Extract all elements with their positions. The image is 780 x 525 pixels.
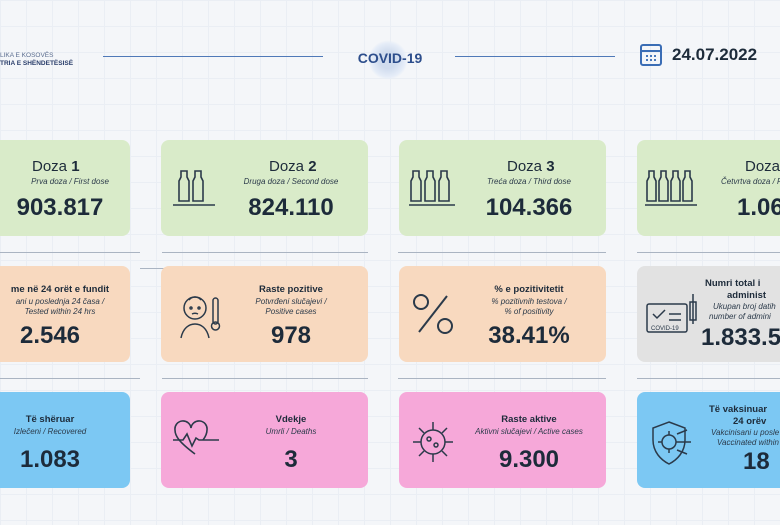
heartbeat-icon (173, 420, 219, 455)
card-subtitle: Umrli / Deaths (265, 427, 317, 436)
card-subtitle: Aktivni slučajevi / Active cases (475, 427, 583, 436)
card-dose-2: Doza 2 Druga doza / Second dose 824.110 (161, 140, 368, 236)
separator (162, 378, 368, 379)
header: LIKA E KOSOVËS TRIA E SHËNDETËSISË COVID… (0, 40, 780, 80)
card-title: Raste pozitive (259, 284, 323, 295)
calendar-icon (640, 44, 662, 66)
title-number: 1 (71, 158, 80, 175)
separator (398, 252, 606, 253)
card-title: Vdekje (275, 414, 307, 425)
title-text: Doza (507, 158, 543, 175)
card-title: Të shëruar (25, 414, 75, 425)
card-title: Doza 2 (269, 158, 317, 175)
title-text: Doza (745, 158, 780, 175)
separator (162, 252, 368, 253)
card-subtitle: Treća doza / Third dose (487, 177, 571, 186)
card-subtitle-1: Potvrđeni slučajevi / (255, 297, 327, 306)
card-value: 903.817 (16, 194, 104, 221)
shield-virus-icon (652, 421, 691, 465)
ministry-logo-text: LIKA E KOSOVËS TRIA E SHËNDETËSISË (0, 52, 73, 68)
card-subtitle: Izlečeni / Recovered (13, 427, 87, 436)
title-number: 2 (308, 158, 317, 175)
card-active-cases: Raste aktive Aktivni slučajevi / Active … (399, 392, 606, 488)
card-title: Të vaksinuar (709, 404, 768, 415)
card-vaccinated-24h: Të vaksinuar 24 orëv Vakcinisani u posle… (637, 392, 780, 488)
vaccination-card-icon: COVID-19 (646, 294, 697, 333)
ministry-line2: TRIA E SHËNDETËSISË (0, 60, 74, 67)
header-divider-left (103, 56, 323, 57)
vaccination-card-label: COVID-19 (651, 326, 679, 332)
card-subtitle-2: Vaccinated within (717, 438, 779, 447)
card-subtitle-2: Positive cases (265, 307, 317, 316)
card-value: 104.366 (485, 194, 573, 221)
card-value: 824.110 (248, 194, 334, 221)
card-subtitle-1: ani u poslednja 24 časa / (15, 297, 105, 306)
covid-virus-icon (368, 40, 408, 80)
card-value: 38.41% (488, 322, 570, 349)
card-deaths: Vdekje Umrli / Deaths 3 (161, 392, 368, 488)
card-value: 978 (270, 322, 312, 349)
card-subtitle-2: % of positivity (504, 307, 554, 316)
three-vials-icon (409, 170, 455, 206)
two-vials-icon (173, 170, 215, 206)
card-title-2: administ (727, 290, 767, 301)
card-subtitle-1: Vakcinisani u posle (711, 428, 780, 437)
card-value: 3 (284, 446, 298, 473)
card-subtitle-1: % pozitivnih testova / (491, 297, 567, 306)
header-divider-right (455, 56, 615, 57)
card-dose-3: Doza 3 Treća doza / Third dose 104.366 (399, 140, 606, 236)
card-value: 1.06 (737, 194, 780, 221)
card-recovered: Të shëruar Izlečeni / Recovered 1.083 (0, 392, 130, 488)
card-value: 1.833.5 (701, 324, 780, 351)
separator (637, 252, 780, 253)
card-title: Numri total i (705, 278, 761, 289)
ministry-line1: LIKA E KOSOVËS (0, 52, 54, 59)
separator (398, 378, 606, 379)
four-vials-icon (645, 170, 697, 206)
card-tested-24h: me në 24 orët e fundit ani u poslednja 2… (0, 266, 130, 362)
card-value: 18 (743, 448, 770, 475)
separator (637, 378, 780, 379)
covid-badge: COVID-19 (348, 40, 432, 80)
card-title: Doza 3 (507, 158, 555, 175)
card-subtitle-2: Tested within 24 hrs (24, 307, 96, 316)
card-value: 1.083 (19, 446, 81, 473)
separator (0, 378, 140, 379)
card-title: % e pozitivitetit (494, 284, 564, 295)
report-date: 24.07.2022 (672, 45, 758, 64)
card-dose-1: Doza 1 Prva doza / First dose 903.817 (0, 140, 130, 236)
covid-label: COVID-19 (357, 50, 423, 66)
card-value: 2.546 (19, 322, 81, 349)
title-text: Doza (32, 158, 68, 175)
card-positive-cases: Raste pozitive Potvrđeni slučajevi / Pos… (161, 266, 368, 362)
card-subtitle-2: number of admini (709, 312, 771, 321)
card-subtitle: Četvrtva doza / Fo (721, 177, 780, 186)
card-total-administered: COVID-19 Numri total i administ Ukupan b… (637, 266, 780, 362)
separator (0, 252, 140, 253)
card-title-2: 24 orëv (733, 416, 767, 427)
card-dose-4: Doza Četvrtva doza / Fo 1.06 (637, 140, 780, 236)
virus-icon (413, 422, 453, 462)
card-title: me në 24 orët e fundit (10, 284, 110, 295)
title-number: 3 (546, 158, 555, 175)
sick-person-thermometer-icon (180, 296, 221, 339)
card-title: Doza 1 (32, 158, 80, 175)
card-title: Doza (745, 158, 780, 175)
card-subtitle: Prva doza / First dose (31, 177, 109, 186)
card-value: 9.300 (498, 446, 560, 473)
title-text: Doza (269, 158, 305, 175)
card-title: Raste aktive (501, 414, 557, 425)
percent-icon (413, 294, 453, 334)
card-positivity: % e pozitivitetit % pozitivnih testova /… (399, 266, 606, 362)
card-subtitle-1: Ukupan broj datih (713, 302, 776, 311)
card-subtitle: Druga doza / Second dose (243, 177, 339, 186)
